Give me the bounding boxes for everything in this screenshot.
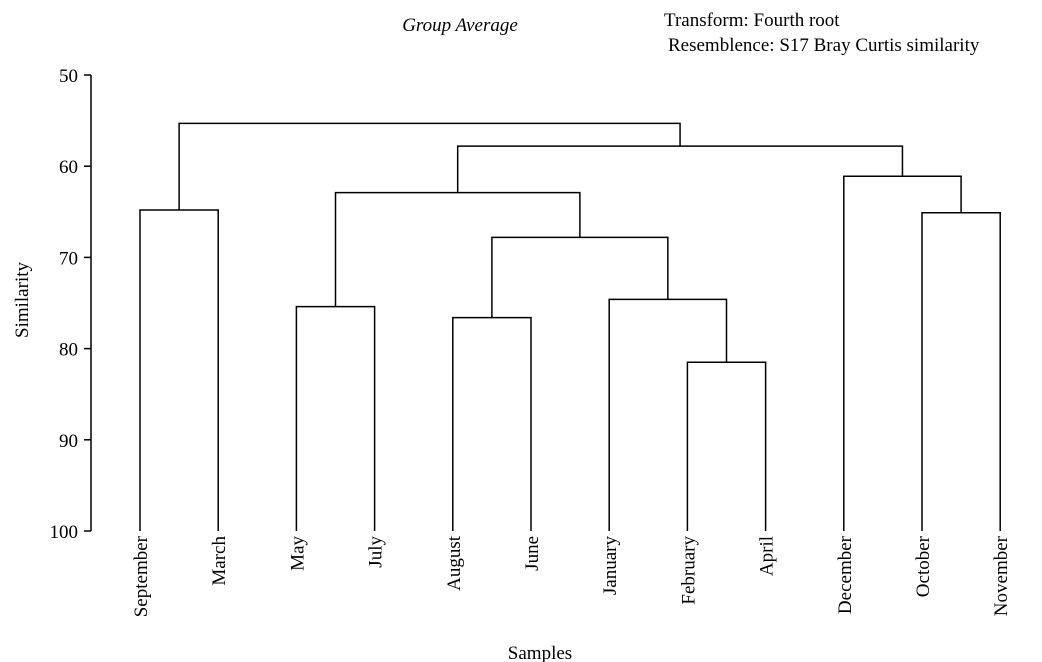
leaf-label: September bbox=[131, 535, 152, 617]
leaf-label: July bbox=[366, 536, 387, 568]
dendrogram-link bbox=[295, 305, 376, 531]
y-axis-label: Similarity bbox=[12, 262, 33, 339]
leaf-label: January bbox=[600, 536, 621, 596]
dendrogram-link bbox=[139, 209, 219, 531]
leaf-label: June bbox=[522, 536, 543, 571]
leaf-label: March bbox=[209, 536, 230, 586]
x-axis-label: Samples bbox=[508, 643, 572, 662]
annotation: Resemblence: S17 Bray Curtis similarity bbox=[668, 35, 980, 56]
y-tick-label: 50 bbox=[59, 66, 78, 87]
dendrogram-link bbox=[456, 145, 904, 193]
leaf-label: February bbox=[678, 536, 699, 605]
dendrogram-link bbox=[686, 361, 767, 531]
annotation: Transform: Fourth root bbox=[664, 10, 840, 31]
leaf-label: December bbox=[835, 535, 856, 614]
dendrogram-link bbox=[843, 175, 962, 531]
y-tick-label: 80 bbox=[59, 340, 78, 361]
dendrogram-link bbox=[452, 316, 532, 531]
dendrogram-link bbox=[608, 298, 728, 531]
y-tick-label: 90 bbox=[59, 431, 78, 452]
leaf-label: April bbox=[757, 536, 778, 576]
y-tick-label: 70 bbox=[59, 248, 78, 269]
leaf-label: October bbox=[913, 535, 934, 597]
chart-title: Group Average bbox=[402, 15, 518, 36]
dendrogram-link bbox=[921, 211, 1001, 531]
leaf-label: August bbox=[444, 535, 465, 591]
leaf-label: May bbox=[287, 536, 308, 571]
dendrogram-link bbox=[334, 191, 581, 307]
dendrogram-link bbox=[491, 236, 669, 318]
y-tick-label: 60 bbox=[59, 157, 78, 178]
y-tick-label: 100 bbox=[50, 522, 79, 543]
leaf-label: November bbox=[991, 535, 1012, 616]
dendrogram-link bbox=[178, 122, 681, 210]
